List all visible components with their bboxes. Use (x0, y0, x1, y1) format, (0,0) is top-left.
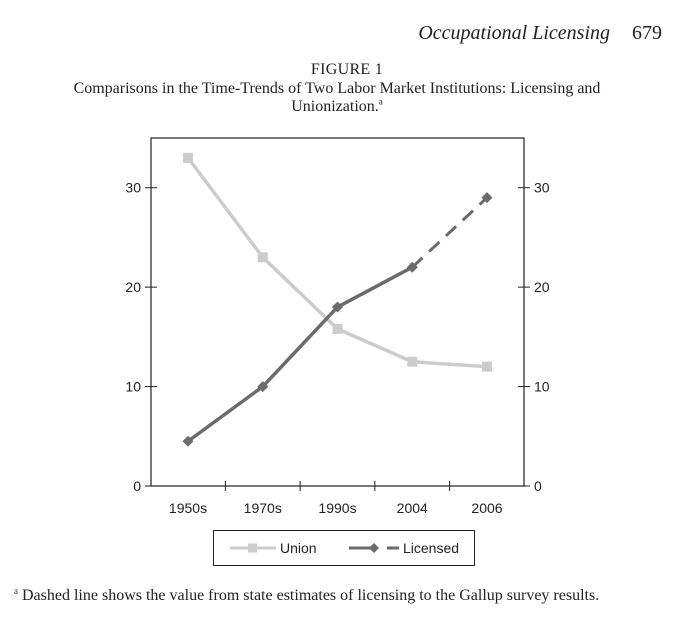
x-tick-label: 2004 (397, 500, 428, 516)
figure-caption: Comparisons in the Time-Trends of Two La… (40, 80, 634, 116)
plot-frame (150, 137, 525, 487)
licensed-series-line (186, 265, 414, 443)
union-point (183, 152, 193, 163)
chart-legend: Union Licensed (213, 530, 475, 566)
licensed-dashed-segment (411, 196, 489, 269)
union-series-line (186, 156, 488, 369)
legend-item-union: Union (228, 531, 317, 565)
y-tick-label-left: 30 (125, 180, 141, 196)
y-tick-label-right: 20 (534, 279, 550, 295)
page-number: 679 (632, 22, 662, 44)
running-title: Occupational Licensing (418, 22, 610, 44)
union-point (482, 361, 492, 372)
licensed-point (406, 261, 418, 273)
y-tick-label-left: 20 (125, 279, 141, 295)
licensed-point (182, 435, 194, 447)
x-tick-label: 1950s (169, 500, 207, 516)
figure-caption-text: Comparisons in the Time-Trends of Two La… (73, 80, 601, 115)
caption-footnote-marker: a (378, 96, 383, 107)
legend-item-licensed: Licensed (347, 531, 459, 565)
legend-licensed-label: Licensed (403, 540, 460, 556)
footnote-marker: a (14, 585, 18, 596)
figure-label: FIGURE 1 (310, 61, 384, 78)
legend-union-label: Union (280, 540, 317, 556)
running-head: Occupational Licensing 679 (418, 22, 662, 45)
y-tick-label-left: 10 (125, 379, 141, 395)
licensed-point (257, 381, 269, 393)
legend-union-swatch (230, 543, 276, 553)
licensed-point (481, 192, 493, 204)
legend-licensed-swatch (349, 543, 399, 553)
union-point (332, 323, 343, 334)
x-tick-label: 1990s (318, 500, 356, 516)
y-tick-label-right: 30 (534, 180, 550, 196)
footnote-text: Dashed line shows the value from state e… (22, 587, 600, 604)
union-point (257, 252, 268, 263)
x-tick-label: 2006 (471, 500, 502, 516)
x-tick-label: 1970s (244, 500, 282, 516)
y-tick-label-right: 10 (534, 379, 550, 395)
union-point (407, 356, 418, 367)
y-tick-label-right: 0 (534, 478, 542, 494)
y-tick-label-left: 0 (133, 478, 141, 494)
licensed-point (332, 301, 343, 313)
figure-footnote: a Dashed line shows the value from state … (14, 585, 600, 605)
